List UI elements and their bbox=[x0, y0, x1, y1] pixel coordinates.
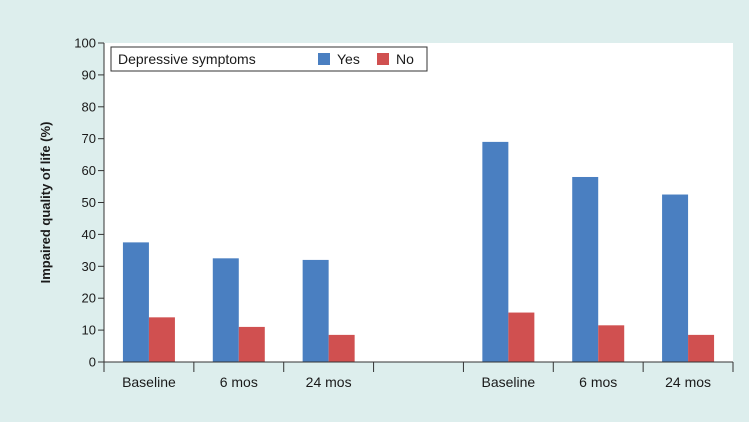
x-tick-label: Baseline bbox=[482, 374, 536, 390]
x-tick-label: 24 mos bbox=[665, 374, 711, 390]
bar-no-24-mos bbox=[328, 334, 355, 362]
legend-box bbox=[110, 46, 428, 72]
y-tick-label: 60 bbox=[82, 163, 96, 178]
bar-yes-6-mos bbox=[572, 176, 599, 362]
bar-yes-baseline bbox=[122, 242, 149, 362]
x-tick-label: Baseline bbox=[122, 374, 176, 390]
plot-area bbox=[104, 43, 733, 362]
bar-no-6-mos bbox=[598, 325, 625, 362]
bar-yes-24-mos bbox=[662, 194, 689, 362]
legend: Depressive symptoms Yes No bbox=[110, 46, 428, 72]
y-tick-label: 30 bbox=[82, 259, 96, 274]
y-axis: 0 10 20 30 40 50 60 70 80 90 100 bbox=[74, 36, 105, 370]
legend-swatch-no bbox=[377, 53, 389, 65]
x-axis: Baseline 6 mos 24 mos Baseline 6 mos 24 mos bbox=[103, 361, 734, 390]
bar-yes-24-mos bbox=[302, 259, 329, 362]
bar-yes-6-mos bbox=[212, 258, 239, 362]
y-tick-label: 80 bbox=[82, 99, 96, 114]
x-tick-label: 24 mos bbox=[306, 374, 352, 390]
y-axis-title: Impaired quality of life (%) bbox=[38, 122, 53, 284]
y-tick-label: 100 bbox=[74, 36, 96, 51]
legend-swatch-yes bbox=[318, 53, 330, 65]
y-tick-label: 10 bbox=[82, 323, 96, 338]
bar-no-baseline bbox=[508, 312, 535, 362]
bar-no-24-mos bbox=[688, 334, 715, 362]
bar-no-baseline bbox=[148, 317, 175, 362]
legend-label-no: No bbox=[396, 51, 414, 67]
y-tick-label: 0 bbox=[89, 355, 96, 370]
y-tick-label: 20 bbox=[82, 291, 96, 306]
y-tick-label: 50 bbox=[82, 195, 96, 210]
legend-title: Depressive symptoms bbox=[118, 51, 256, 67]
bars-group bbox=[122, 141, 715, 362]
bar-yes-baseline bbox=[482, 141, 509, 362]
x-tick-label: 6 mos bbox=[220, 374, 258, 390]
y-tick-label: 70 bbox=[82, 131, 96, 146]
y-tick-label: 90 bbox=[82, 67, 96, 82]
bar-no-6-mos bbox=[238, 326, 265, 362]
legend-label-yes: Yes bbox=[337, 51, 360, 67]
y-tick-label: 40 bbox=[82, 227, 96, 242]
x-tick-label: 6 mos bbox=[579, 374, 617, 390]
